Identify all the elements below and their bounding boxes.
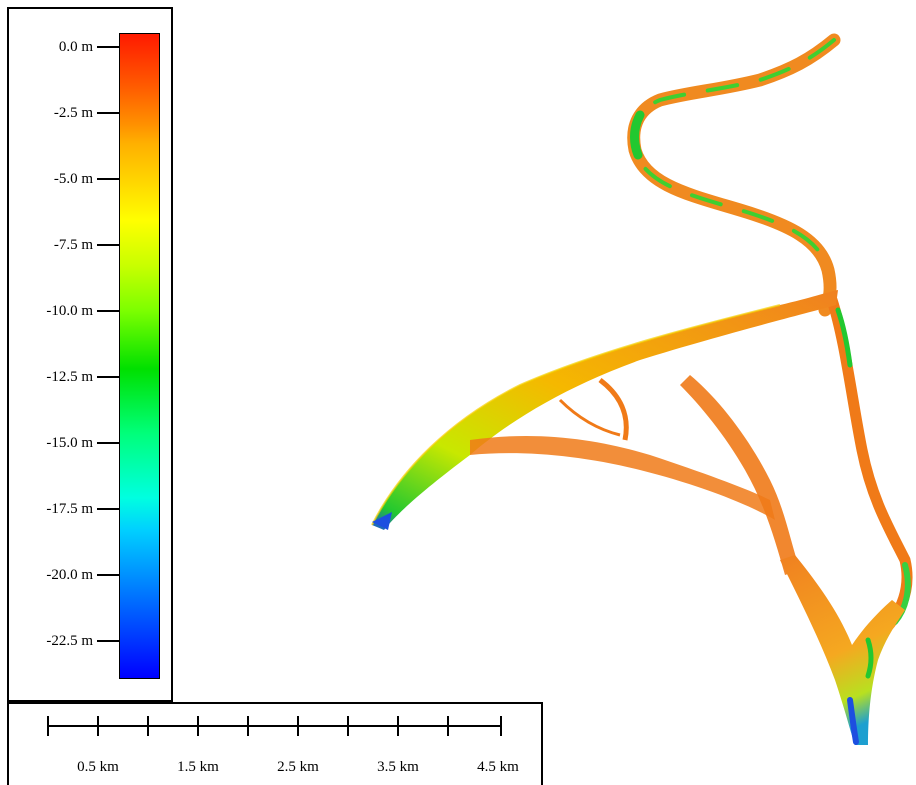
east-channel <box>826 294 913 641</box>
scale-tick <box>47 716 49 736</box>
scale-bar-line <box>47 725 502 727</box>
west-arm <box>371 290 838 530</box>
legend-label: -15.0 m <box>46 435 93 451</box>
scale-bar: 0.5 km 1.5 km 2.5 km 3.5 km 4.5 km <box>7 702 543 785</box>
depth-colorbar <box>119 33 160 679</box>
legend-label: -12.5 m <box>46 369 93 385</box>
legend-label: -7.5 m <box>53 237 93 253</box>
scale-tick <box>97 716 99 736</box>
scale-tick <box>447 716 449 736</box>
south-trunk <box>780 555 905 745</box>
legend-tick <box>97 640 119 642</box>
scale-label: 2.5 km <box>277 759 319 775</box>
scale-tick <box>500 716 502 736</box>
legend-tick <box>97 508 119 510</box>
scale-tick <box>147 716 149 736</box>
legend-tick <box>97 244 119 246</box>
legend-label: -17.5 m <box>46 501 93 517</box>
legend-tick <box>97 112 119 114</box>
scale-tick <box>247 716 249 736</box>
scale-tick <box>197 716 199 736</box>
scale-label: 1.5 km <box>177 759 219 775</box>
scale-tick <box>297 716 299 736</box>
scale-label: 4.5 km <box>477 759 519 775</box>
braided-channels <box>470 375 800 575</box>
legend-label: 0.0 m <box>58 39 93 55</box>
legend-tick <box>97 376 119 378</box>
legend-tick <box>97 442 119 444</box>
legend-label: -22.5 m <box>46 633 93 649</box>
legend-label: -5.0 m <box>53 171 93 187</box>
legend-tick <box>97 46 119 48</box>
north-channel <box>627 33 841 317</box>
legend-tick <box>97 310 119 312</box>
scale-label: 0.5 km <box>77 759 119 775</box>
legend-label: -20.0 m <box>46 567 93 583</box>
scale-tick <box>397 716 399 736</box>
legend-label: -10.0 m <box>46 303 93 319</box>
legend-tick <box>97 574 119 576</box>
legend-label: -2.5 m <box>53 105 93 121</box>
scale-label: 3.5 km <box>377 759 419 775</box>
scale-tick <box>347 716 349 736</box>
depth-legend: 0.0 m -2.5 m -5.0 m -7.5 m -10.0 m -12.5… <box>7 7 173 702</box>
legend-tick <box>97 178 119 180</box>
